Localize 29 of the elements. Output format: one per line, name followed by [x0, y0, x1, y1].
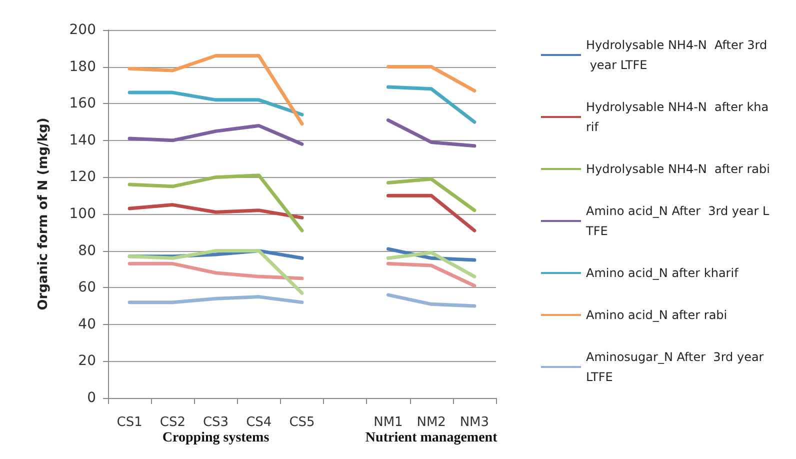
x-tick-label: NM2	[416, 415, 446, 430]
y-tick-label: 180	[69, 58, 96, 75]
y-axis-title: Organic form of N (mg/kg)	[36, 118, 51, 310]
x-tick-label: CS1	[116, 415, 142, 430]
legend-label: Amino acid_N after kharif	[586, 266, 740, 280]
legend-label: Hydrolysable NH4-N after rabi	[586, 162, 770, 176]
text: Cropping systems	[162, 430, 270, 446]
x-tick-label: NM1	[374, 415, 403, 430]
x-tick-label: CS2	[160, 415, 186, 430]
y-tick-label: 160	[69, 96, 96, 112]
x-tick-label: CS4	[246, 415, 272, 430]
y-tick-label: 140	[69, 132, 96, 148]
legend-label: Aminosugar_N After 3rd year LTFE	[586, 350, 768, 384]
y-tick-label: 20	[78, 353, 96, 370]
x-tick-label: CS3	[202, 415, 229, 430]
y-tick-label: 0	[87, 390, 96, 406]
legend-label: Amino acid_N After 3rd year LTFE	[585, 204, 770, 238]
x-tick-label: CS5	[289, 415, 315, 430]
y-tick-label: 60	[78, 280, 96, 296]
legend-label: Hydrolysable NH4-N after kharif	[586, 100, 769, 134]
y-tick-label: 200	[69, 22, 96, 38]
y-tick-label: 120	[69, 169, 96, 186]
text: Nutrient management	[365, 430, 498, 446]
x-tick-label: NM3	[460, 415, 490, 430]
y-tick-label: 80	[78, 242, 96, 259]
y-tick-label: 100	[69, 206, 96, 222]
legend-label: Amino acid_N after rabi	[586, 308, 728, 322]
y-tick-label: 40	[78, 316, 96, 332]
legend-label: Hydrolysable NH4-N After 3rd year LTFE	[586, 38, 768, 72]
